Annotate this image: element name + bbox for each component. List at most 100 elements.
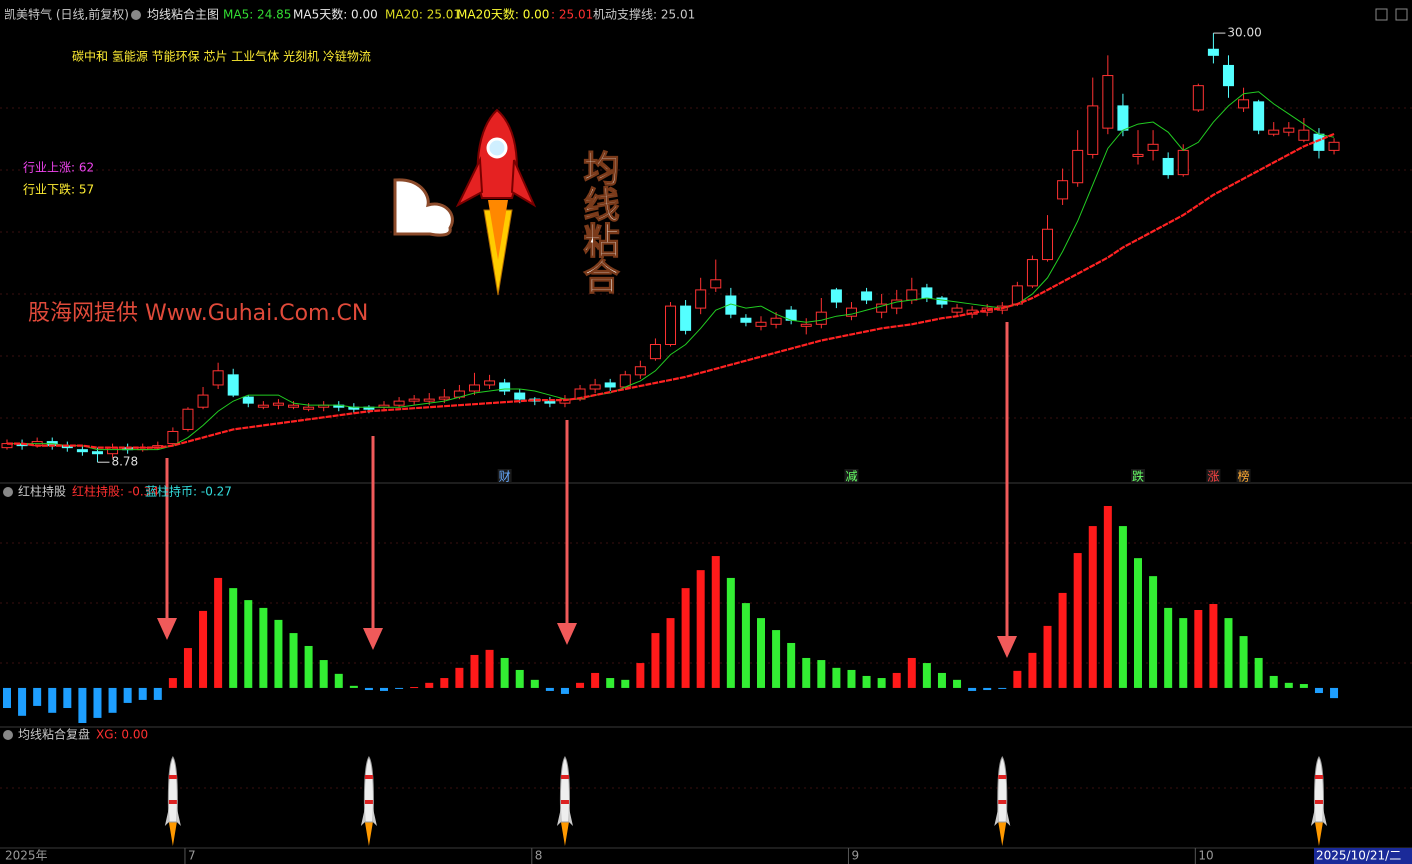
bar: [696, 570, 705, 688]
ma-line: [7, 132, 1335, 449]
header-item: 机动支撑线: 25.01: [593, 7, 695, 22]
bar: [334, 673, 343, 688]
candle-body: [830, 289, 842, 303]
candle-body: [288, 404, 300, 408]
candle-body: [242, 396, 254, 404]
header-item: MA5: 24.85: [223, 8, 291, 22]
indicator-name: 均线粘合主图: [147, 7, 219, 22]
bar: [93, 687, 102, 718]
date-highlight: [1314, 848, 1412, 864]
signal-rocket: [360, 756, 377, 846]
bar: [183, 648, 192, 688]
header-items: MA5: 24.85 MA5天数: 0.00 MA20: 25.01MA20天数: …: [223, 7, 695, 22]
window-button[interactable]: [1375, 8, 1388, 21]
concept-tags: 碳中和 氢能源 节能环保 芯片 工业气体 光刻机 冷链物流: [72, 49, 371, 64]
x-tick-label: 8: [535, 849, 543, 863]
candle-body: [468, 384, 480, 392]
bar: [1013, 670, 1022, 688]
signal-rocket: [1310, 756, 1327, 846]
rocket-illustration: [455, 108, 537, 296]
bar: [787, 642, 796, 688]
candle-body: [740, 317, 752, 323]
rocket-band: [998, 775, 1007, 779]
candle-body: [167, 430, 179, 445]
bar: [636, 663, 645, 688]
bar: [349, 685, 358, 688]
bar: [1164, 607, 1173, 688]
bar: [259, 607, 268, 688]
banner: 均线粘合: [578, 150, 620, 294]
bar: [998, 687, 1007, 689]
bar: [289, 633, 298, 688]
rocket-fin: [164, 808, 181, 826]
candle-body: [1268, 129, 1280, 135]
candle-body: [876, 303, 888, 313]
candle-body: [695, 289, 707, 309]
window-button[interactable]: [1395, 8, 1408, 21]
x-tick-label: 7: [188, 849, 196, 863]
candle-body: [936, 297, 948, 305]
bar: [1103, 505, 1112, 688]
event-label: 财: [499, 470, 511, 484]
panel-title: 均线粘合复盘: [18, 727, 90, 742]
rocket-band: [998, 800, 1007, 804]
bar: [364, 687, 373, 691]
candle-body: [1222, 64, 1234, 87]
rocket-fin: [994, 808, 1011, 826]
rocket-band: [168, 775, 177, 779]
bar: [138, 687, 147, 700]
rocket-band: [168, 800, 177, 804]
stock-name: 凯美特气 (日线,前复权): [4, 7, 129, 22]
bar: [1088, 526, 1097, 688]
bar: [319, 660, 328, 688]
menu-icon[interactable]: [3, 730, 13, 740]
bar: [937, 672, 946, 688]
cloud-icon: [393, 178, 454, 237]
header-item: MA5天数: 0.00: [293, 7, 378, 22]
candle-body: [1026, 259, 1038, 287]
bar: [33, 687, 42, 706]
candle-body: [845, 307, 857, 317]
header-item: MA20: 25.01: [385, 8, 461, 22]
rocket-flame: [1314, 822, 1323, 846]
bar: [817, 660, 826, 688]
bar: [983, 687, 992, 691]
bar: [1043, 625, 1052, 688]
candle-body: [755, 321, 767, 327]
candle-body: [1057, 180, 1069, 200]
bar: [757, 618, 765, 688]
current-date: 2025/10/21/二: [1316, 849, 1401, 863]
candle-body: [393, 400, 405, 406]
candle-body: [423, 398, 435, 402]
bar: [380, 687, 388, 691]
watermark: 股海网提供 Www.Guhai.Com.CN: [28, 301, 368, 326]
bar: [560, 687, 569, 694]
candle-body: [1238, 99, 1250, 109]
candle-body: [680, 305, 692, 331]
year-label: 2025年: [5, 849, 48, 863]
candle-body: [1298, 129, 1310, 141]
bar: [515, 669, 524, 688]
bar: [214, 577, 223, 688]
rocket-band: [1314, 775, 1323, 779]
bar: [651, 633, 660, 688]
candle-body: [665, 305, 677, 346]
bar: [229, 588, 238, 688]
menu-icon[interactable]: [131, 10, 141, 20]
rocket-flame: [168, 822, 177, 846]
bar: [304, 645, 313, 688]
event-box: [1236, 469, 1251, 483]
bar: [832, 667, 841, 688]
bar: [545, 687, 554, 691]
candle-body: [951, 307, 963, 313]
header-item: : 25.01: [551, 8, 593, 22]
menu-icon[interactable]: [3, 487, 13, 497]
candle-body: [1192, 85, 1204, 111]
x-tick-label: 9: [851, 849, 859, 863]
legend-entry: 蓝柱持币: -0.27: [145, 484, 232, 499]
event-box: [1131, 469, 1145, 483]
candle-body: [499, 382, 511, 392]
bar: [63, 687, 72, 709]
bar: [1058, 592, 1067, 688]
